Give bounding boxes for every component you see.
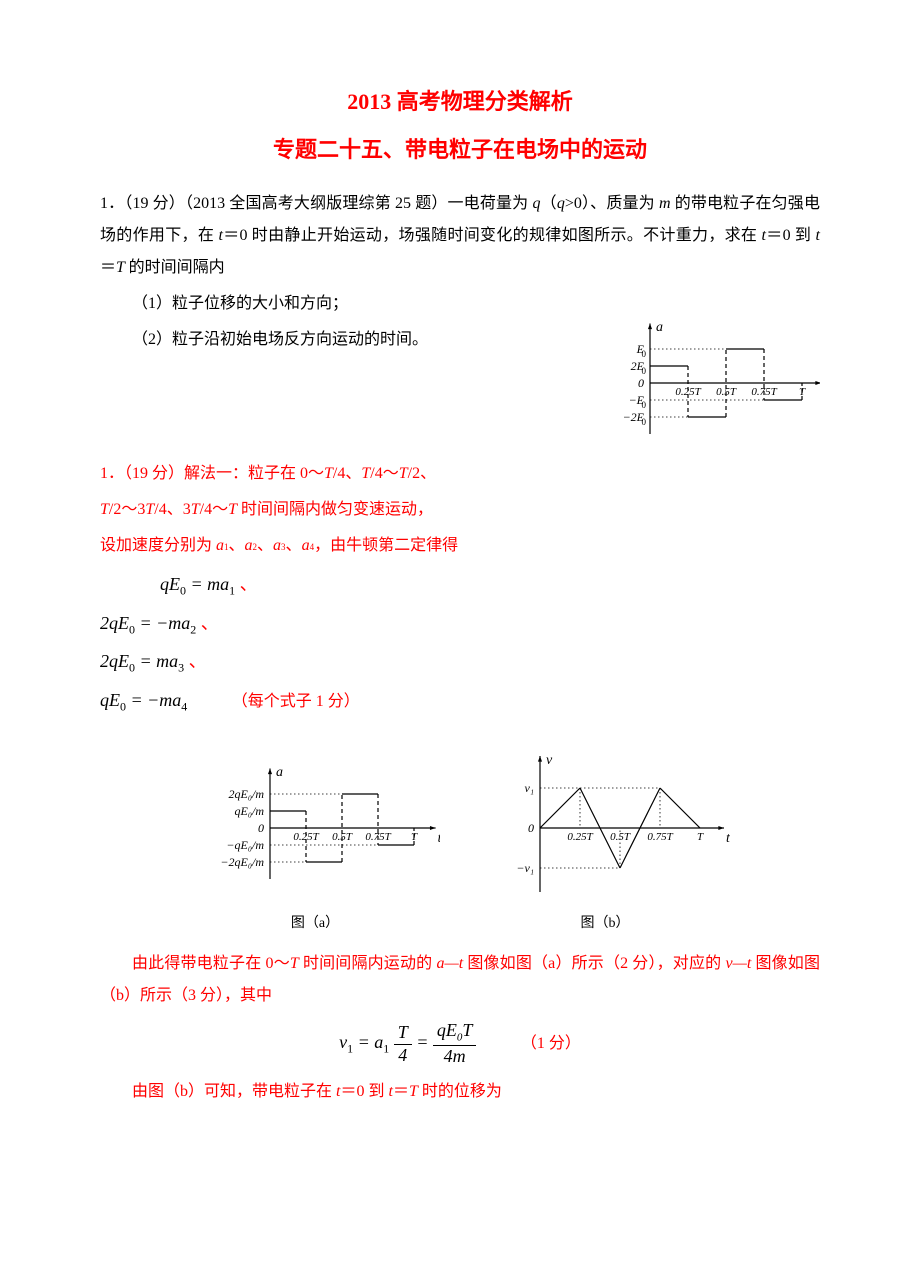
text: 、 (286, 537, 302, 554)
svg-text:0: 0 (642, 366, 647, 376)
svg-text:−v₁: −v₁ (516, 861, 534, 875)
var-T: T (361, 465, 370, 482)
var-m: m (659, 195, 675, 212)
text: /4～ (370, 465, 398, 482)
var-T: T (145, 501, 154, 518)
var-T: T (324, 465, 333, 482)
solution-line-1: 1．（19 分）解法一：粒子在 0～T/4、T/4～T/2、 (100, 458, 820, 490)
text: 1．（19 分）（2013 全国高考大纲版理综第 25 题）一电荷量为 (100, 195, 532, 212)
svg-text:0.25T: 0.25T (567, 831, 593, 843)
text: 设加速度分别为 (100, 537, 216, 554)
svg-text:qE₀/m: qE₀/m (234, 804, 264, 818)
svg-text:0: 0 (642, 417, 647, 427)
svg-text:T: T (697, 831, 704, 843)
var-T: T (409, 1083, 418, 1100)
chart-v-t: v₁ 0 −v₁ 0.25T 0.5T 0.75T Tv t 图（b） (480, 728, 730, 938)
text: 、 (257, 537, 273, 554)
equation-5: v1 = a1 T4 = qE0T4m （1 分） (100, 1020, 820, 1067)
chart-E-t: E02E00−E0−2E00.25T0.5T0.75TTat (590, 288, 820, 458)
text: ＝0 时由静止开始运动，场强随时间变化的规律如图所示。不计重力，求在 (223, 227, 762, 244)
var-T: T (228, 501, 237, 518)
var-a3: a (273, 537, 281, 554)
svg-text:0: 0 (528, 821, 534, 835)
svg-text:t: t (438, 831, 440, 846)
graph-row: 2qE₀/m qE₀/m 0 −qE₀/m −2qE₀/m 0.25T 0.5T 0.75T T… (100, 728, 820, 938)
text: /2～3 (109, 501, 145, 518)
svg-text:v: v (546, 753, 553, 768)
svg-text:v₁: v₁ (525, 781, 535, 795)
svg-text:0: 0 (642, 400, 647, 410)
text: 时的位移为 (418, 1083, 502, 1100)
score-note: （每个式子 1 分） (232, 693, 360, 710)
var-a2: a (245, 537, 253, 554)
svg-text:−qE₀/m: −qE₀/m (226, 838, 264, 852)
score-note: （1 分） (521, 1035, 581, 1052)
svg-text:0: 0 (642, 349, 647, 359)
text: ＝ (393, 1083, 409, 1100)
equation-4: qE0 = −ma4 （每个式子 1 分） (100, 682, 820, 719)
solution-line-2: T/2～3T/4、3T/4～T 时间间隔内做匀变速运动， (100, 494, 820, 526)
text: 图像如图（a）所示（2 分），对应的 (463, 955, 725, 972)
text: 时间间隔内做匀变速运动， (237, 501, 433, 518)
var-a4: a (302, 537, 310, 554)
svg-text:0.75T: 0.75T (647, 831, 673, 843)
var-q2: q (557, 195, 565, 212)
text: /4、3 (154, 501, 190, 518)
svg-text:t: t (726, 831, 730, 846)
a-t-label: a—t (436, 955, 463, 972)
text: （ (540, 195, 556, 212)
text: ，由牛顿第二定律得 (314, 537, 458, 554)
text: /4、 (333, 465, 361, 482)
caption-a: 图（a） (190, 910, 440, 938)
solution-after-graphs: 由此得带电粒子在 0～T 时间间隔内运动的 a—t 图像如图（a）所示（2 分）… (100, 948, 820, 1012)
text: 的时间间隔内 (129, 259, 225, 276)
var-T: T (116, 259, 129, 276)
v-t-label: v—t (726, 955, 752, 972)
text: ＝ (100, 259, 116, 276)
svg-text:0: 0 (638, 376, 644, 390)
var-T: T (399, 465, 408, 482)
text: ＝0 到 (766, 227, 816, 244)
equation-1: qE0 = ma1 、 (160, 566, 820, 603)
equation-2: 2qE0 = −ma2 、 (100, 605, 820, 642)
svg-text:0.5T: 0.5T (610, 831, 631, 843)
svg-text:−2qE₀/m: −2qE₀/m (220, 855, 264, 869)
caption-b: 图（b） (480, 910, 730, 938)
text: 1．（19 分）解法一：粒子在 0～ (100, 465, 324, 482)
svg-text:a: a (656, 320, 663, 335)
text: /4～ (200, 501, 228, 518)
text: 由图（b）可知，带电粒子在 (132, 1083, 336, 1100)
problem-statement: 1．（19 分）（2013 全国高考大纲版理综第 25 题）一电荷量为 q（q>… (100, 188, 820, 284)
chart-a-t: 2qE₀/mqE₀/m0−qE₀/m−2qE₀/m0.25T0.5T0.75TT… (190, 728, 440, 938)
var-T: T (191, 501, 200, 518)
solution-last-line: 由图（b）可知，带电粒子在 t＝0 到 t＝T 时的位移为 (100, 1076, 820, 1108)
svg-text:0: 0 (258, 821, 264, 835)
text: >0）、质量为 (565, 195, 659, 212)
text: 时间间隔内运动的 (299, 955, 437, 972)
text: 由此得带电粒子在 0～ (132, 955, 290, 972)
text: ＝0 到 (340, 1083, 388, 1100)
text: /2、 (408, 465, 436, 482)
svg-text:2qE₀/m: 2qE₀/m (228, 787, 264, 801)
svg-text:a: a (276, 765, 283, 780)
var-a1: a (216, 537, 224, 554)
page-title-1: 2013 高考物理分类解析 (100, 80, 820, 124)
text: 、 (229, 537, 245, 554)
var-t3: t (816, 227, 820, 244)
var-T: T (290, 955, 299, 972)
equation-3: 2qE0 = ma3 、 (100, 643, 820, 680)
var-T: T (100, 501, 109, 518)
solution-line-3: 设加速度分别为 a1、a2、a3、a4，由牛顿第二定律得 (100, 530, 820, 562)
page-title-2: 专题二十五、带电粒子在电场中的运动 (100, 128, 820, 172)
